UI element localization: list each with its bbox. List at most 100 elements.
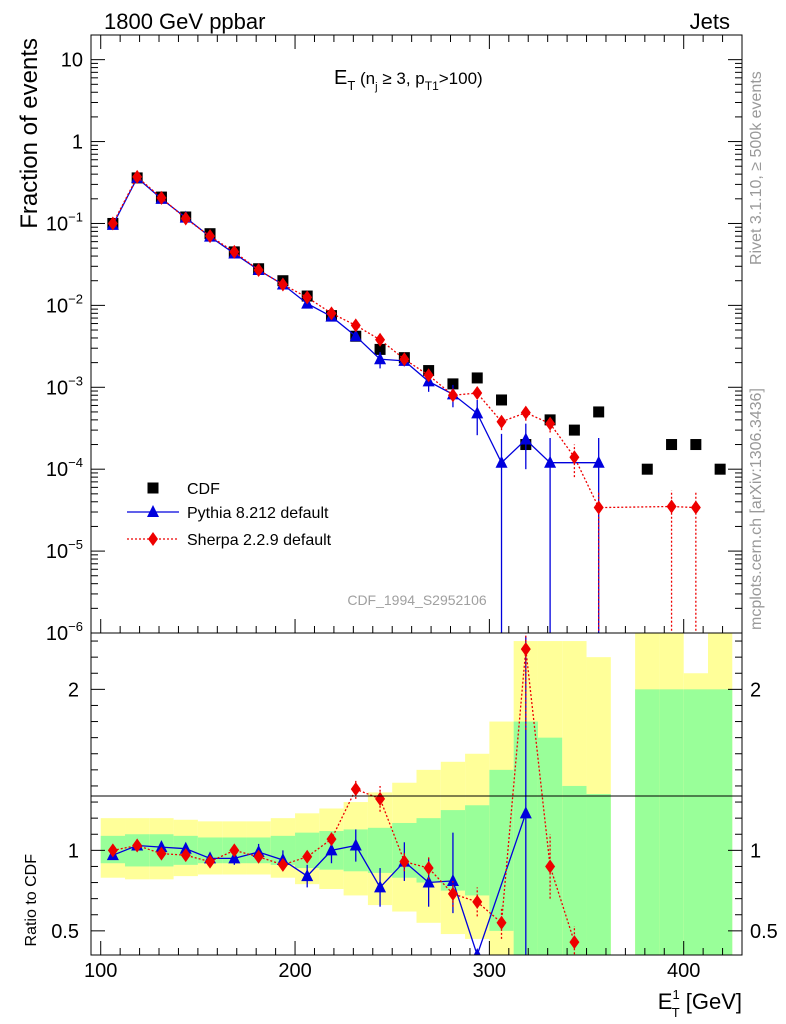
main-ytick-label: 10−2	[46, 291, 83, 317]
main-ytick-label: 1	[72, 132, 83, 154]
ratio-point-diamond	[399, 854, 410, 869]
ratio-point-triangle	[301, 869, 314, 882]
data-point-triangle	[519, 432, 532, 445]
ratio-point-diamond	[545, 859, 556, 874]
plot-title: ET (nj ≥ 3, pT1>100)	[334, 67, 483, 93]
ratio-point-diamond	[569, 935, 580, 950]
band-inner	[367, 827, 393, 873]
ratio-point-triangle	[349, 838, 362, 851]
ratio-point-triangle	[374, 880, 387, 893]
data-point-square	[447, 378, 459, 390]
xtick-label: 200	[278, 960, 311, 982]
data-point-square	[641, 463, 653, 475]
data-point-diamond	[156, 190, 167, 205]
analysis-watermark: CDF_1994_S2952106	[347, 592, 487, 608]
data-point-square	[496, 394, 508, 406]
data-point-square	[714, 463, 726, 475]
data-point-square	[374, 343, 386, 355]
ratio-point-diamond	[447, 886, 458, 901]
data-point-diamond	[107, 216, 118, 231]
data-point-diamond	[447, 388, 458, 403]
ratio-ytick-label-right: 1	[750, 840, 761, 862]
ratio-point-triangle	[179, 841, 192, 854]
data-point-square	[568, 424, 580, 436]
data-point-diamond	[472, 386, 483, 401]
ratio-line-diamond	[112, 649, 576, 943]
main-ylabel: Fraction of events	[16, 38, 43, 229]
ratio-point-triangle	[473, 948, 481, 955]
data-point-triangle	[592, 455, 605, 468]
xtick-label: 400	[667, 960, 700, 982]
data-point-triangle	[495, 455, 508, 468]
band-inner	[659, 689, 684, 955]
data-point-diamond	[205, 229, 216, 244]
ratio-point-diamond	[302, 849, 313, 864]
data-point-diamond	[229, 244, 240, 259]
ratio-ytick-label: 0.5	[51, 921, 79, 943]
ratio-point-diamond	[180, 848, 191, 863]
data-point-diamond	[496, 414, 507, 429]
data-point-diamond	[593, 500, 604, 515]
ratio-point-triangle	[155, 840, 168, 853]
data-point-diamond	[399, 352, 410, 367]
side-rivet-label: Rivet 3.1.10, ≥ 500k events	[748, 71, 765, 265]
data-point-triangle	[374, 352, 387, 365]
x-axis-label: E1 T [GeV]	[658, 987, 742, 1020]
band-inner	[707, 689, 733, 955]
legend-label: Sherpa 2.2.9 default	[187, 532, 332, 549]
legend-marker-triangle	[147, 505, 159, 517]
ratio-point-diamond	[277, 857, 288, 872]
ratio-point-diamond	[496, 915, 507, 930]
main-ytick-label: 10−4	[46, 455, 83, 481]
ratio-point-diamond	[472, 894, 483, 909]
xtick-label: 300	[473, 960, 506, 982]
data-point-diamond	[132, 169, 143, 184]
ratio-ylabel: Ratio to CDF	[23, 854, 40, 947]
ratio-point-diamond	[132, 838, 143, 853]
main-panel-data	[106, 169, 726, 633]
ratio-point-triangle	[325, 843, 338, 856]
data-point-square	[666, 439, 678, 451]
main-ytick-label: 10−1	[46, 209, 83, 235]
ratio-point-diamond	[350, 782, 361, 797]
band-inner	[586, 794, 611, 955]
data-point-diamond	[690, 500, 701, 515]
ratio-point-diamond	[520, 642, 531, 657]
data-point-diamond	[375, 332, 386, 347]
band-inner	[562, 785, 587, 955]
series-line-diamond	[112, 175, 696, 509]
data-point-diamond	[350, 318, 361, 333]
ratio-ytick-label: 2	[68, 679, 79, 701]
main-ytick-label: 10	[61, 50, 83, 72]
ratio-point-diamond	[253, 849, 264, 864]
ratio-uncertainty-bands	[100, 633, 733, 955]
data-point-diamond	[545, 416, 556, 431]
data-point-square	[690, 439, 702, 451]
ratio-point-diamond	[229, 843, 240, 858]
main-ytick-label: 10−5	[46, 537, 83, 563]
ratio-point-diamond	[326, 832, 337, 847]
band-inner	[489, 769, 514, 931]
data-point-square	[471, 372, 483, 384]
data-point-triangle	[471, 406, 484, 419]
header-right-label: Jets	[690, 9, 730, 34]
band-inner	[465, 805, 490, 896]
data-point-diamond	[520, 405, 531, 420]
data-point-triangle	[544, 455, 557, 468]
legend-marker-square	[147, 482, 159, 494]
header-left-label: 1800 GeV ppbar	[104, 9, 265, 34]
data-point-square	[593, 406, 605, 418]
legend: CDF Pythia 8.212 default Sherpa 2.2.9 defa…	[127, 481, 332, 549]
ratio-ytick-label: 1	[68, 840, 79, 862]
data-point-diamond	[277, 277, 288, 292]
ratio-panel-frame	[90, 632, 743, 956]
legend-label: CDF	[187, 481, 220, 498]
main-ytick-label: 10−6	[46, 619, 83, 645]
data-point-diamond	[180, 211, 191, 226]
band-inner	[635, 689, 660, 955]
side-mcplots-label: mcplots.cern.ch [arXiv:1306.3436]	[748, 388, 765, 630]
main-ytick-label: 10−3	[46, 373, 83, 399]
ratio-ytick-label-right: 0.5	[750, 921, 778, 943]
ratio-point-triangle	[446, 873, 459, 886]
